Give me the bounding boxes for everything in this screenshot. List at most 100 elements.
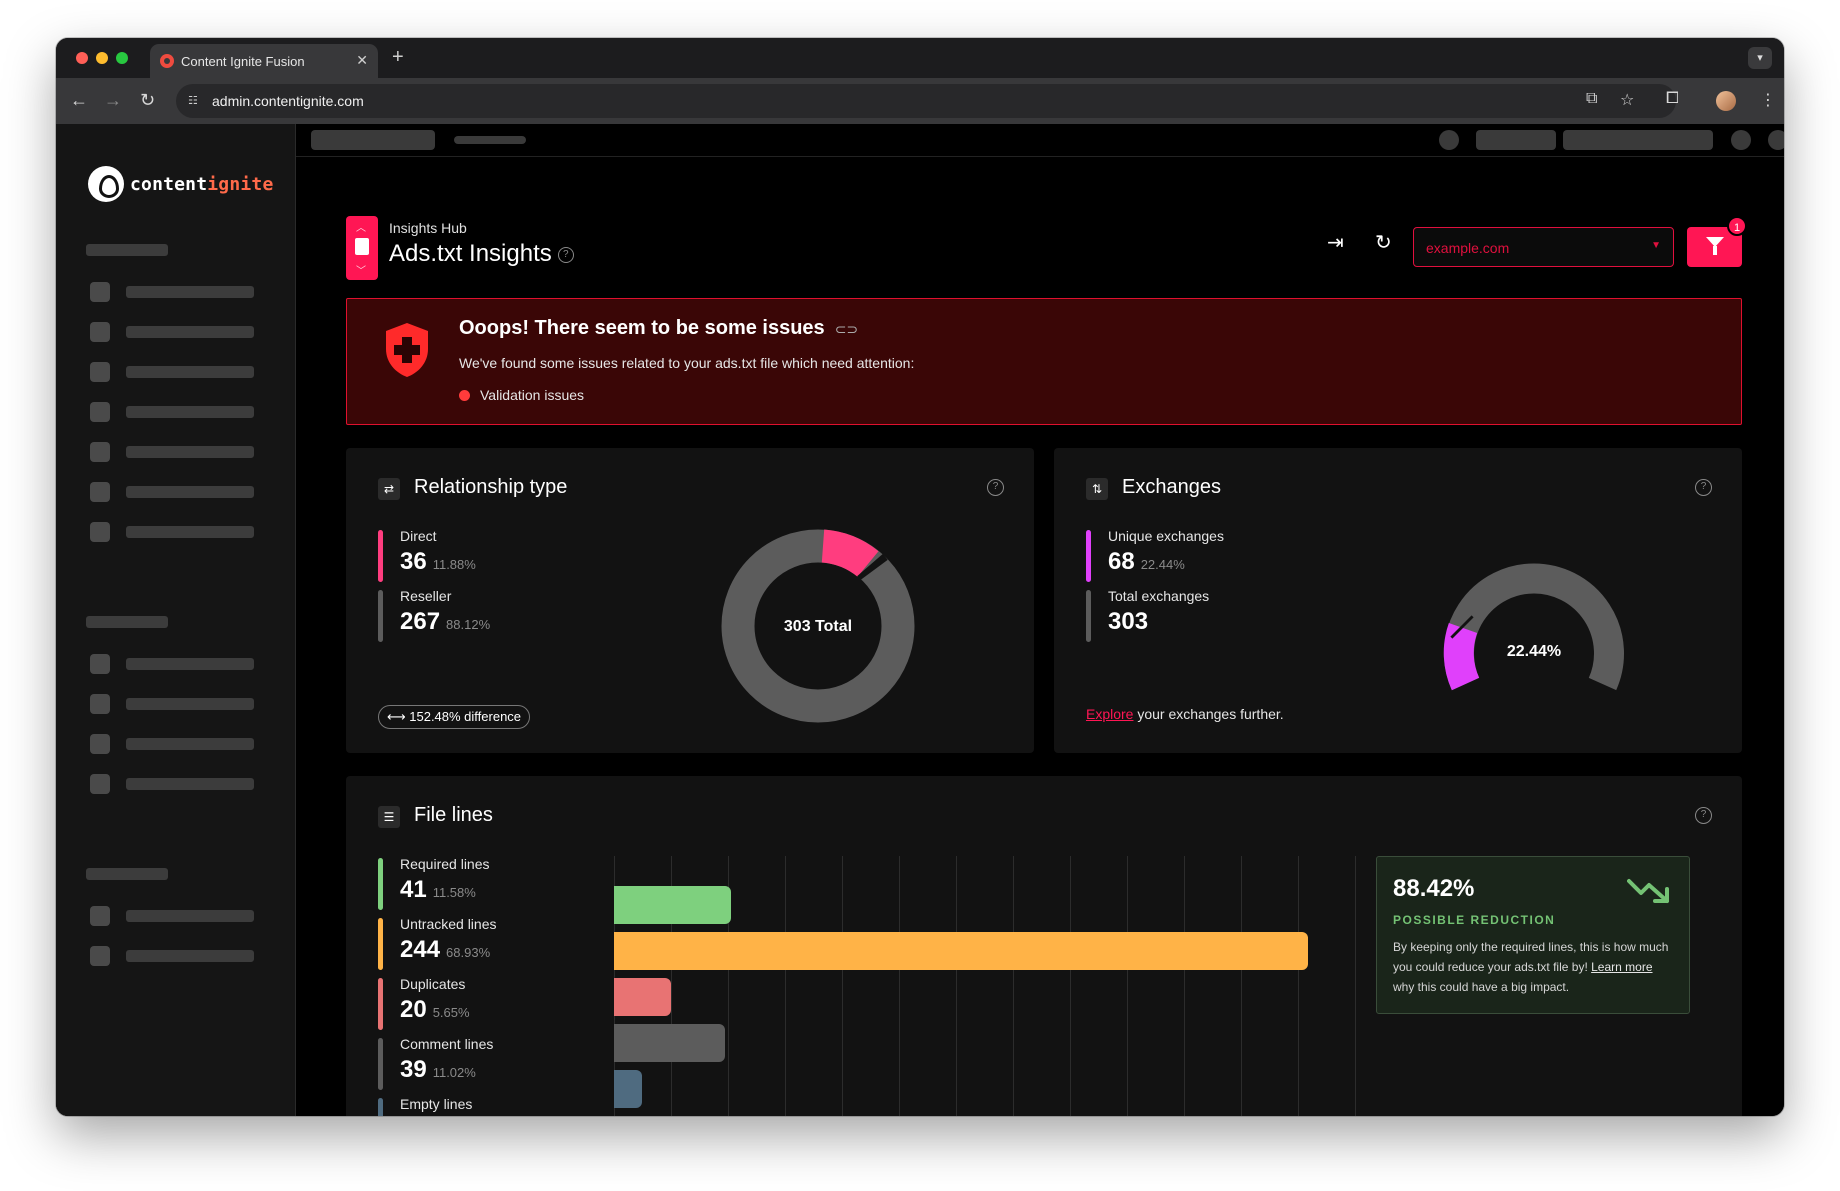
alert-item: Validation issues [459, 387, 584, 403]
chevron-down-icon: ﹀ [356, 266, 366, 277]
donut-center-label: 303 Total [783, 618, 853, 635]
close-window-button[interactable] [76, 52, 88, 64]
topbar-placeholder[interactable] [1476, 130, 1556, 150]
sidebar-item-label[interactable] [126, 326, 254, 338]
topbar-placeholder [454, 136, 526, 144]
exchanges-card: ⇅ Exchanges ? Unique exchanges 68 22.44% … [1054, 448, 1742, 753]
help-icon[interactable]: ? [987, 479, 1004, 496]
sidebar-item-icon[interactable] [90, 522, 110, 542]
close-tab-icon[interactable]: ✕ [356, 52, 368, 68]
zoom-window-button[interactable] [116, 52, 128, 64]
sidebar-item-label[interactable] [126, 738, 254, 750]
address-bar[interactable]: ☷ admin.contentignite.com [176, 84, 1676, 118]
sidebar-item-icon[interactable] [90, 734, 110, 754]
site-settings-icon[interactable]: ☷ [188, 95, 198, 107]
sidebar-item-label[interactable] [126, 526, 254, 538]
sidebar-item-label[interactable] [126, 286, 254, 298]
gridline [1241, 856, 1242, 1116]
reload-icon[interactable]: ↻ [140, 90, 156, 110]
help-icon[interactable]: ? [557, 246, 574, 263]
bar-empty-lines [614, 1070, 642, 1108]
stat-label: Required lines [400, 856, 490, 872]
bar-untracked-lines [614, 932, 1308, 970]
link-icon[interactable]: ⊂⊃ [834, 321, 859, 337]
sidebar-item-label[interactable] [126, 486, 254, 498]
browser-tab[interactable]: Content Ignite Fusion ✕ [150, 44, 378, 78]
reduction-label: POSSIBLE REDUCTION [1393, 913, 1556, 927]
bar-duplicates [614, 978, 671, 1016]
sidebar-section-heading [86, 868, 168, 880]
sidebar-item-icon[interactable] [90, 362, 110, 382]
domain-select-value: example.com [1426, 240, 1510, 256]
explore-link[interactable]: Explore [1086, 706, 1134, 722]
sidebar-item-label[interactable] [126, 446, 254, 458]
file-lines-bar-chart [614, 856, 1356, 1116]
sidebar-item-icon[interactable] [90, 774, 110, 794]
sidebar-item-icon[interactable] [90, 654, 110, 674]
domain-select[interactable]: example.com ▼ [1413, 227, 1674, 267]
sidebar-item-label[interactable] [126, 366, 254, 378]
alert-title: Ooops! There seem to be some issues ⊂⊃ [459, 317, 859, 339]
extensions-icon[interactable]: ⧠ [1666, 90, 1679, 107]
topbar-circle-placeholder[interactable] [1439, 130, 1459, 150]
sidebar-item-icon[interactable] [90, 322, 110, 342]
sidebar-item-label[interactable] [126, 698, 254, 710]
stat-value: 303 [1108, 608, 1149, 635]
sidebar-item-label[interactable] [126, 910, 254, 922]
stat-color-bar [378, 1098, 383, 1116]
stat-value: 244 68.93% [400, 936, 491, 963]
refresh-icon[interactable]: ↻ [1375, 232, 1392, 254]
arrows-horizontal-icon: ⟷ [387, 709, 410, 724]
sidebar: contentignite [56, 124, 296, 1116]
help-icon[interactable]: ? [1695, 479, 1712, 496]
donut-reseller-arc [721, 529, 915, 723]
sidebar-item-icon[interactable] [90, 946, 110, 966]
bookmark-star-icon[interactable]: ☆ [1620, 92, 1635, 109]
new-tab-icon[interactable]: + [392, 46, 404, 68]
sidebar-item-label[interactable] [126, 658, 254, 670]
sidebar-item-label[interactable] [126, 778, 254, 790]
stat-color-bar [378, 918, 383, 970]
sidebar-item-icon[interactable] [90, 442, 110, 462]
profile-avatar[interactable] [1716, 91, 1736, 111]
gridline [1013, 856, 1014, 1116]
card-title: File lines [414, 804, 493, 826]
tab-title: Content Ignite Fusion [181, 54, 305, 69]
install-app-icon[interactable]: ⧉ [1586, 90, 1598, 107]
stat-value: 41 11.58% [400, 876, 476, 903]
topbar-circle-placeholder[interactable] [1731, 130, 1751, 150]
back-icon[interactable]: ← [70, 90, 88, 110]
stat-value: 20 5.65% [400, 996, 470, 1023]
minimize-window-button[interactable] [96, 52, 108, 64]
bar-required-lines [614, 886, 731, 924]
browser-menu-icon[interactable]: ⋮ [1760, 92, 1776, 109]
sidebar-section-heading [86, 244, 168, 256]
exchanges-icon: ⇅ [1086, 478, 1108, 500]
sidebar-item-label[interactable] [126, 950, 254, 962]
sidebar-item-icon[interactable] [90, 282, 110, 302]
gauge-gap [1450, 615, 1474, 639]
sidebar-item-icon[interactable] [90, 482, 110, 502]
sidebar-item-icon[interactable] [90, 906, 110, 926]
export-icon[interactable]: ⇥ [1327, 232, 1344, 254]
learn-more-link[interactable]: Learn more [1591, 960, 1653, 974]
gauge-center-label: 22.44% [1506, 643, 1562, 660]
forward-icon[interactable]: → [104, 90, 122, 110]
page-title: Ads.txt Insights? [389, 240, 574, 268]
topbar-placeholder[interactable] [1563, 130, 1713, 150]
url-text: admin.contentignite.com [212, 93, 364, 109]
sidebar-item-label[interactable] [126, 406, 254, 418]
chevron-up-icon: ︿ [356, 223, 366, 234]
tab-search-icon[interactable]: ▾ [1748, 47, 1772, 69]
sidebar-item-icon[interactable] [90, 694, 110, 714]
difference-pill: ⟷ 152.48% difference [378, 705, 531, 729]
insights-hub-icon[interactable]: ︿ ﹀ [346, 216, 378, 280]
filter-count-badge: 1 [1727, 216, 1747, 236]
sidebar-item-icon[interactable] [90, 402, 110, 422]
donut-direct-arc [821, 529, 879, 578]
topbar-circle-placeholder[interactable] [1768, 130, 1784, 150]
stat-color-bar [378, 978, 383, 1030]
help-icon[interactable]: ? [1695, 807, 1712, 824]
issues-alert: Ooops! There seem to be some issues ⊂⊃ We… [346, 298, 1742, 425]
browser-toolbar: ← → ↻ ☷ admin.contentignite.com ⧉ ☆ ⧠ ⋮ [56, 78, 1784, 124]
